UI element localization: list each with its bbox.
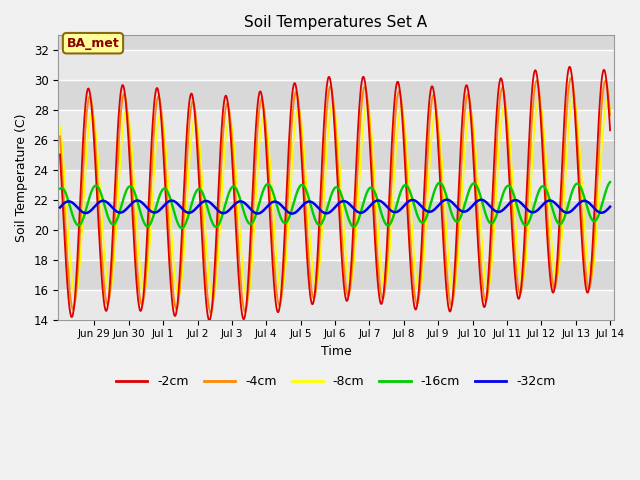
-32cm <box>600 209 607 215</box>
Title: Soil Temperatures Set A: Soil Temperatures Set A <box>244 15 428 30</box>
-32cm <box>289 211 296 216</box>
-16cm <box>606 179 614 185</box>
-4cm <box>142 274 150 279</box>
-16cm <box>56 186 64 192</box>
Bar <box>58 140 614 170</box>
-32cm <box>310 201 318 207</box>
-32cm <box>56 204 64 210</box>
Legend: -2cm, -4cm, -8cm, -16cm, -32cm: -2cm, -4cm, -8cm, -16cm, -32cm <box>111 370 561 393</box>
-16cm <box>321 213 329 219</box>
Text: BA_met: BA_met <box>67 36 119 50</box>
-2cm <box>321 107 329 112</box>
Y-axis label: Soil Temperature (C): Soil Temperature (C) <box>15 113 28 242</box>
-32cm <box>142 204 150 209</box>
-8cm <box>321 181 329 187</box>
-8cm <box>546 211 554 216</box>
-2cm <box>465 93 473 98</box>
-4cm <box>606 112 614 118</box>
-4cm <box>600 84 607 89</box>
-32cm <box>443 197 451 203</box>
-2cm <box>600 67 607 73</box>
-8cm <box>606 106 614 111</box>
-32cm <box>606 204 614 210</box>
X-axis label: Time: Time <box>321 345 351 358</box>
-2cm <box>546 267 554 273</box>
-4cm <box>56 133 64 139</box>
-2cm <box>205 317 213 323</box>
-16cm <box>310 215 318 220</box>
Bar <box>58 230 614 260</box>
-8cm <box>600 120 607 126</box>
Line: -2cm: -2cm <box>60 67 610 320</box>
-4cm <box>567 75 575 81</box>
Bar <box>58 110 614 140</box>
-32cm <box>465 206 473 212</box>
-4cm <box>321 137 329 143</box>
-16cm <box>178 225 186 231</box>
-32cm <box>546 198 554 204</box>
Line: -4cm: -4cm <box>60 78 610 313</box>
Bar <box>58 80 614 110</box>
Line: -32cm: -32cm <box>60 200 610 214</box>
-8cm <box>465 110 473 116</box>
-8cm <box>570 94 577 100</box>
-4cm <box>310 295 318 300</box>
Line: -8cm: -8cm <box>60 97 610 299</box>
-8cm <box>142 283 150 288</box>
-2cm <box>142 254 150 260</box>
-2cm <box>606 127 614 133</box>
-16cm <box>600 197 607 203</box>
-2cm <box>56 152 64 157</box>
Bar <box>58 260 614 290</box>
-8cm <box>209 296 217 302</box>
-2cm <box>566 64 573 70</box>
-16cm <box>546 196 554 202</box>
Bar <box>58 50 614 80</box>
-4cm <box>465 93 473 98</box>
-16cm <box>142 223 150 228</box>
Bar <box>58 200 614 230</box>
-8cm <box>310 279 318 285</box>
Bar <box>58 290 614 320</box>
Bar <box>58 170 614 200</box>
-32cm <box>321 210 329 216</box>
-2cm <box>310 294 318 300</box>
Line: -16cm: -16cm <box>60 182 610 228</box>
-8cm <box>56 124 64 130</box>
-4cm <box>546 247 554 252</box>
-16cm <box>465 188 473 194</box>
-4cm <box>207 310 214 316</box>
